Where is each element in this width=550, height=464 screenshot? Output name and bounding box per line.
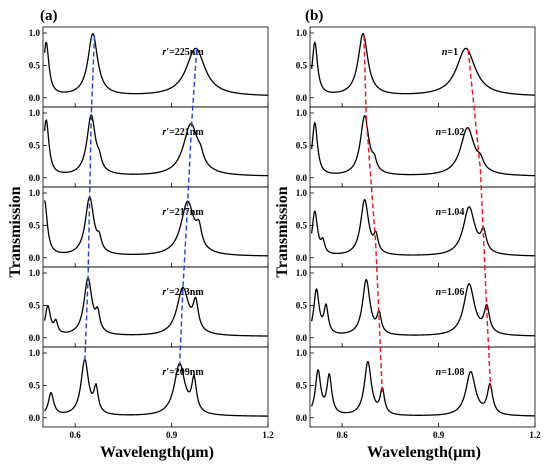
y-tick-label: 1.0 — [296, 348, 308, 358]
x-tick-label: 0.9 — [166, 430, 178, 440]
y-tick-label: 1.0 — [296, 268, 308, 278]
x-tick-label: 1.2 — [529, 430, 541, 440]
spectrum-line-b-3 — [310, 199, 536, 257]
y-tick-label: 0.5 — [29, 60, 41, 70]
series-annotation-value: =209nm — [169, 367, 204, 378]
subplot-frame-a-2 — [42, 106, 269, 188]
y-tick-label: 0.0 — [296, 173, 308, 183]
series-annotation-symbol: n — [436, 207, 442, 218]
x-tick-label: 1.2 — [262, 430, 274, 440]
series-annotation: r′=221nm — [162, 127, 204, 138]
spectrum-line-a-3 — [43, 196, 269, 257]
series-annotation: r′=213nm — [162, 287, 204, 298]
y-tick-label: 0.0 — [296, 93, 308, 103]
y-axis-title-b: Transmission — [274, 186, 291, 277]
y-tick-label: 0.5 — [296, 380, 308, 390]
series-annotation: n=1.08 — [436, 367, 465, 378]
series-annotation-value: =213nm — [169, 287, 204, 298]
subplot-frame-b-5 — [309, 346, 536, 428]
series-annotation-value: =221nm — [169, 127, 204, 138]
panel-b: 0.00.51.0n=10.00.51.0n=1.020.00.51.0n=1.… — [296, 26, 541, 440]
y-tick-label: 1.0 — [296, 28, 308, 38]
y-tick-label: 0.0 — [29, 173, 41, 183]
y-tick-label: 0.0 — [296, 413, 308, 423]
y-tick-label: 0.0 — [296, 333, 308, 343]
spectrum-line-a-2 — [43, 114, 269, 177]
x-tick-label: 0.9 — [433, 430, 445, 440]
y-axis-title-a: Transmission — [7, 186, 24, 277]
spectrum-line-a-5 — [44, 358, 269, 417]
series-annotation-symbol: n — [436, 367, 442, 378]
spectrum-line-b-5 — [311, 360, 536, 417]
series-annotation-symbol: r′ — [162, 367, 169, 378]
x-axis-title-a: Wavelength(μm) — [100, 444, 214, 461]
peak-shift-guide-a-2 — [178, 49, 198, 366]
series-annotation-value: =1 — [447, 47, 458, 58]
series-annotation: r′=217nm — [162, 207, 204, 218]
y-tick-label: 0.5 — [296, 220, 308, 230]
subplot-frame-b-2 — [309, 106, 536, 188]
y-tick-label: 1.0 — [29, 348, 41, 358]
series-annotation: n=1.02 — [436, 127, 465, 138]
series-annotation-value: =1.08 — [441, 367, 464, 378]
subplot-frame-b-1 — [309, 26, 536, 108]
panel-a: 0.00.51.0r′=225nm0.00.51.0r′=221nm0.00.5… — [29, 26, 274, 440]
y-tick-label: 1.0 — [29, 188, 41, 198]
spectrum-line-a-4 — [43, 277, 269, 337]
y-tick-label: 0.0 — [29, 413, 41, 423]
subplot-frame-a-5 — [42, 346, 269, 428]
subplot-frame-a-1 — [42, 26, 269, 108]
peak-shift-guide-a-1 — [84, 35, 96, 363]
y-tick-label: 0.5 — [296, 140, 308, 150]
y-tick-label: 0.5 — [29, 300, 41, 310]
series-annotation-value: =1.06 — [441, 287, 464, 298]
series-annotation-value: =225nm — [169, 47, 204, 58]
y-tick-label: 0.0 — [296, 253, 308, 263]
spectrum-line-b-2 — [310, 115, 536, 177]
y-tick-label: 0.5 — [29, 140, 41, 150]
peak-shift-guide-b-1 — [363, 35, 384, 394]
y-tick-label: 1.0 — [29, 268, 41, 278]
y-tick-label: 1.0 — [29, 28, 41, 38]
series-annotation-symbol: r′ — [162, 287, 169, 298]
panel-b-label: (b) — [305, 8, 323, 24]
series-annotation: n=1.04 — [436, 207, 465, 218]
y-tick-label: 1.0 — [296, 108, 308, 118]
series-annotation: r′=209nm — [162, 367, 204, 378]
spectrum-line-b-4 — [310, 278, 536, 337]
x-axis-title-b: Wavelength(μm) — [367, 444, 481, 461]
series-annotation: n=1.06 — [436, 287, 465, 298]
panel-a-label: (a) — [40, 8, 58, 24]
y-tick-label: 1.0 — [296, 188, 308, 198]
y-tick-label: 1.0 — [29, 108, 41, 118]
spectrum-line-b-1 — [310, 32, 536, 96]
x-tick-label: 0.6 — [70, 430, 82, 440]
series-annotation-symbol: n — [436, 287, 442, 298]
series-annotation-symbol: n — [436, 127, 442, 138]
y-tick-label: 0.5 — [29, 380, 41, 390]
y-tick-label: 0.5 — [29, 220, 41, 230]
y-tick-label: 0.5 — [296, 60, 308, 70]
series-annotation-symbol: r′ — [162, 47, 169, 58]
series-annotation-value: =1.04 — [441, 207, 464, 218]
y-tick-label: 0.0 — [29, 253, 41, 263]
y-tick-label: 0.0 — [29, 93, 41, 103]
x-tick-label: 0.6 — [337, 430, 349, 440]
spectrum-line-a-1 — [43, 32, 269, 96]
y-tick-label: 0.0 — [29, 333, 41, 343]
series-annotation: r′=225nm — [162, 47, 204, 58]
peak-shift-guide-b-2 — [467, 49, 492, 389]
series-annotation-value: =1.02 — [441, 127, 464, 138]
series-annotation-symbol: n — [442, 47, 448, 58]
y-tick-label: 0.5 — [296, 300, 308, 310]
series-annotation: n=1 — [442, 47, 458, 58]
series-annotation-symbol: r′ — [162, 207, 169, 218]
series-annotation-symbol: r′ — [162, 127, 169, 138]
